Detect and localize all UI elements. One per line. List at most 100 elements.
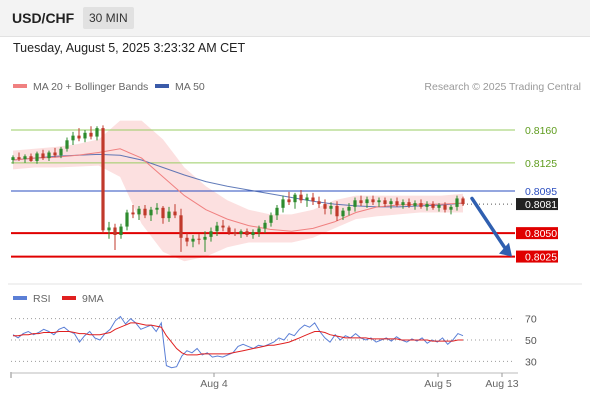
candle-body — [167, 211, 171, 219]
candle-46 — [287, 191, 291, 205]
candle-61 — [377, 197, 381, 207]
candle-body — [281, 199, 285, 208]
candle-15 — [101, 125, 105, 234]
candle-45 — [281, 195, 285, 213]
ma50-legend-label: MA 50 — [175, 81, 205, 93]
symbol-title: USD/CHF — [12, 10, 75, 26]
candle-49 — [305, 193, 309, 207]
candle-body — [449, 206, 453, 210]
x-tick-label-2: Aug 13 — [485, 378, 518, 390]
rsi-ma-legend-swatch — [62, 296, 76, 300]
x-axis: Aug 4 Aug 5 Aug 13 — [10, 372, 519, 390]
candle-body — [191, 238, 195, 242]
candle-body — [233, 232, 237, 235]
ma20-legend-swatch — [13, 84, 27, 88]
candle-body — [419, 203, 423, 207]
candle-body — [437, 205, 441, 208]
candle-body — [323, 204, 327, 209]
rsi-pane: 70 50 30 — [11, 314, 537, 368]
candle-72 — [443, 202, 447, 213]
candle-body — [209, 231, 213, 237]
candle-28 — [179, 208, 183, 252]
candle-body — [317, 201, 321, 205]
rsi-legend-label: RSI — [33, 293, 51, 305]
candle-11 — [77, 128, 81, 142]
candle-48 — [299, 190, 303, 204]
candle-body — [197, 238, 201, 240]
candle-59 — [365, 196, 369, 208]
candle-body — [95, 128, 99, 137]
forecast-arrow-shaft — [470, 196, 508, 252]
candle-body — [29, 156, 33, 161]
candle-23 — [149, 206, 153, 221]
candle-70 — [431, 201, 435, 210]
candle-body — [35, 153, 39, 161]
candle-65 — [401, 199, 405, 209]
candle-19 — [125, 209, 129, 231]
rsi-ma-line — [13, 322, 463, 356]
candle-body — [203, 236, 207, 240]
x-tick-label-1: Aug 5 — [424, 378, 452, 390]
candle-42 — [263, 220, 267, 234]
candle-71 — [437, 203, 441, 212]
candle-13 — [89, 126, 93, 140]
candle-body — [407, 202, 411, 206]
level-label-2: 0.8095 — [525, 186, 557, 198]
candle-9 — [65, 137, 69, 152]
candle-body — [293, 194, 297, 203]
candle-67 — [413, 200, 417, 210]
last-price-tag — [516, 198, 558, 211]
candle-53 — [329, 202, 333, 215]
candle-64 — [395, 197, 399, 207]
candle-body — [155, 207, 159, 210]
candle-2 — [23, 154, 27, 163]
bollinger-bands — [13, 120, 463, 262]
candle-31 — [197, 234, 201, 245]
candle-body — [263, 222, 267, 229]
candle-74 — [455, 195, 459, 211]
candle-56 — [347, 203, 351, 216]
candle-body — [65, 140, 69, 149]
candle-16 — [107, 221, 111, 239]
candle-34 — [215, 221, 219, 236]
level-tag-4 — [516, 227, 558, 240]
candle-body — [53, 152, 57, 156]
candle-7 — [53, 147, 57, 158]
candle-body — [305, 197, 309, 201]
candle-body — [335, 205, 339, 217]
candle-body — [341, 210, 345, 217]
candle-body — [347, 206, 351, 211]
candle-body — [371, 199, 375, 203]
candle-body — [431, 204, 435, 208]
candle-50 — [311, 192, 315, 205]
candle-25 — [161, 205, 165, 224]
credit-text: Research © 2025 Trading Central — [424, 81, 581, 93]
timeframe-button[interactable]: 30 MIN — [83, 7, 134, 29]
candle-body — [77, 135, 81, 139]
candle-3 — [29, 153, 33, 162]
candle-body — [143, 208, 147, 216]
candle-body — [311, 197, 315, 202]
x-tick-label-0: Aug 4 — [200, 378, 228, 390]
timestamp: Tuesday, August 5, 2025 3:23:32 AM CET — [13, 41, 246, 55]
candle-body — [227, 227, 231, 233]
candle-40 — [251, 229, 255, 239]
rsi-tick-1: 50 — [525, 335, 537, 347]
candle-body — [185, 237, 189, 242]
candle-body — [239, 231, 243, 235]
candle-51 — [317, 196, 321, 208]
last-price-label: 0.8081 — [525, 199, 557, 211]
candle-36 — [227, 225, 231, 235]
candle-55 — [341, 207, 345, 220]
candle-18 — [119, 223, 123, 239]
candle-body — [401, 202, 405, 205]
candle-body — [17, 157, 21, 160]
candle-57 — [353, 197, 357, 212]
candle-body — [47, 152, 51, 159]
candle-68 — [419, 199, 423, 209]
candle-body — [59, 148, 63, 156]
candle-body — [257, 228, 261, 233]
level-tag-5 — [516, 250, 558, 263]
candle-75 — [461, 196, 465, 206]
candle-33 — [209, 227, 213, 242]
